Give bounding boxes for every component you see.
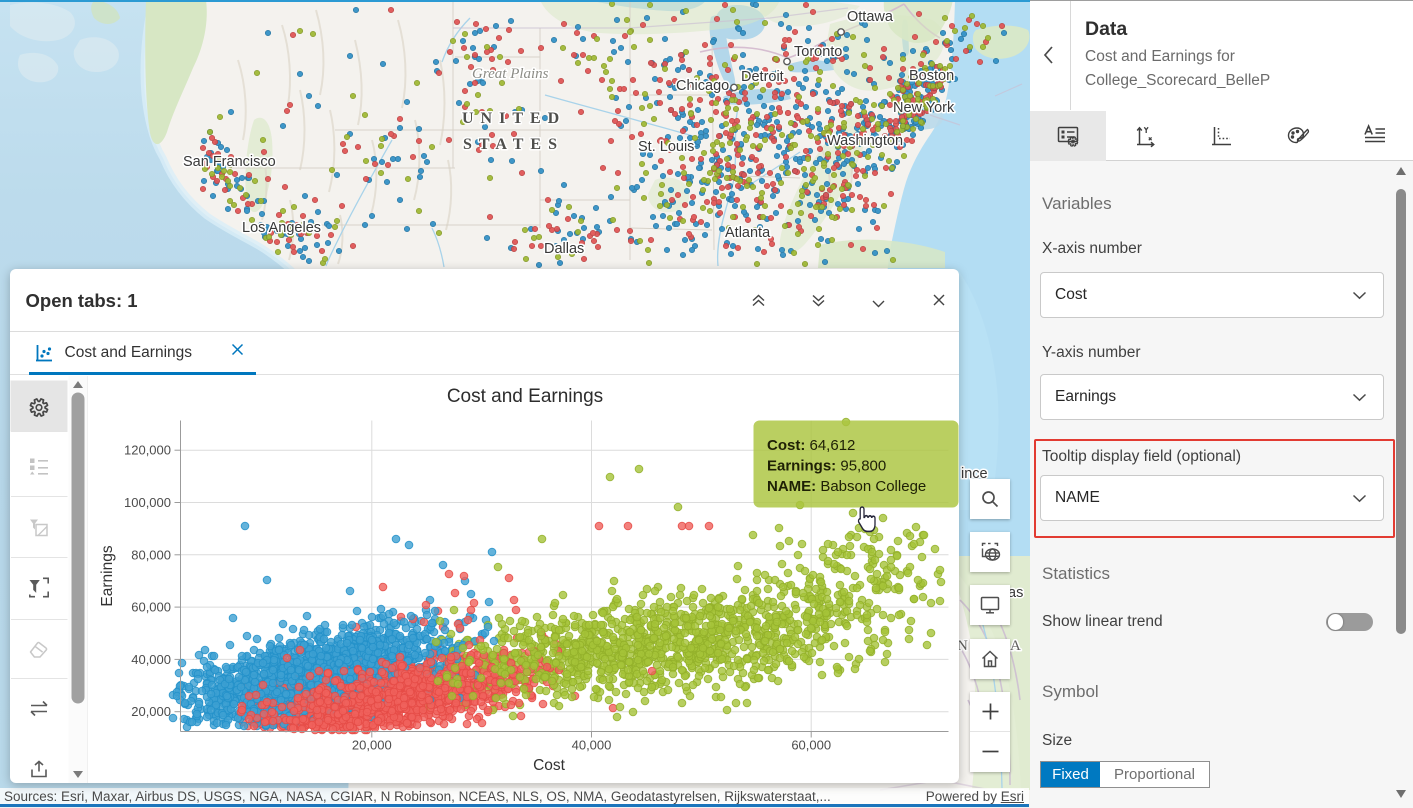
- svg-text:as: as: [1008, 585, 1023, 601]
- svg-text:Cost and Earnings: Cost and Earnings: [446, 386, 602, 407]
- svg-text:Detroit: Detroit: [741, 69, 784, 85]
- svg-text:Boston: Boston: [909, 68, 954, 84]
- svg-text:San Francisco: San Francisco: [183, 154, 276, 170]
- svg-text:Toronto: Toronto: [794, 44, 842, 60]
- svg-text:Washington: Washington: [827, 133, 903, 149]
- svg-text:Chicago: Chicago: [676, 78, 729, 94]
- svg-text:UNITED: UNITED: [462, 110, 566, 127]
- svg-text:A: A: [1010, 638, 1025, 654]
- svg-text:Atlanta: Atlanta: [725, 225, 771, 241]
- svg-text:Los Angeles: Los Angeles: [242, 220, 321, 236]
- svg-text:Dallas: Dallas: [544, 241, 584, 257]
- svg-text:Great Plains: Great Plains: [472, 66, 549, 82]
- svg-text:St. Louis: St. Louis: [638, 139, 694, 155]
- svg-text:Ottawa: Ottawa: [847, 9, 894, 25]
- svg-text:New York: New York: [893, 100, 955, 116]
- svg-text:STATES: STATES: [463, 136, 564, 153]
